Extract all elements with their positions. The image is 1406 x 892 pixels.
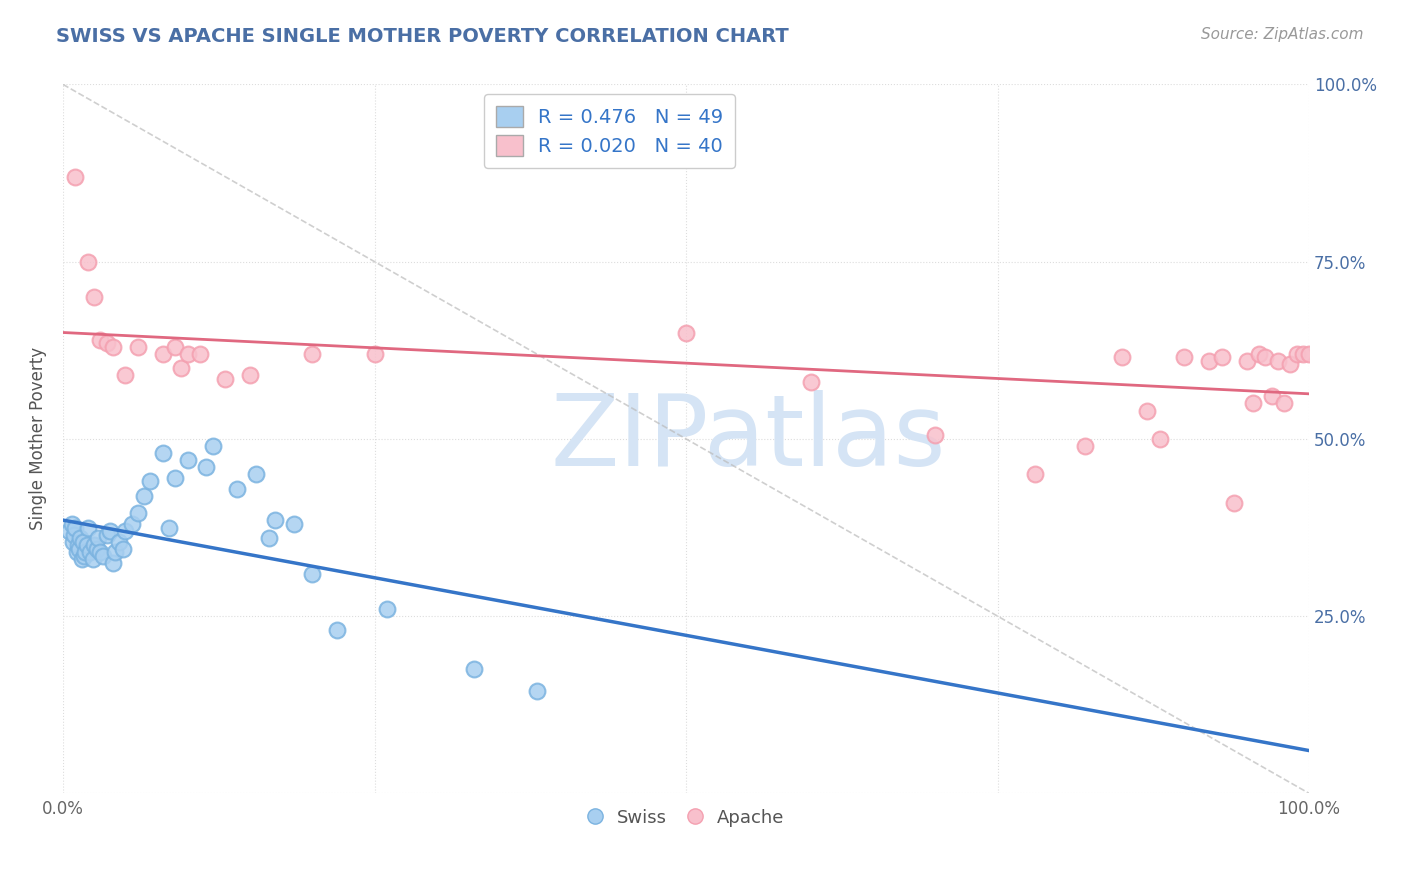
Point: [363, 347, 385, 361]
Point: [69, 531, 91, 545]
Point: [77, 254, 100, 268]
Text: Source: ZipAtlas.com: Source: ZipAtlas.com: [1201, 27, 1364, 42]
Point: [114, 368, 136, 383]
Legend: Swiss, Apache: Swiss, Apache: [581, 802, 792, 834]
Point: [60, 516, 83, 531]
Point: [96, 527, 118, 541]
Point: [139, 475, 162, 489]
Point: [1223, 496, 1246, 510]
Point: [239, 368, 262, 383]
Point: [72, 534, 94, 549]
Point: [108, 534, 131, 549]
Point: [526, 683, 548, 698]
Text: SWISS VS APACHE SINGLE MOTHER POVERTY CORRELATION CHART: SWISS VS APACHE SINGLE MOTHER POVERTY CO…: [56, 27, 789, 45]
Point: [1292, 347, 1315, 361]
Point: [83, 290, 105, 304]
Point: [152, 446, 174, 460]
Text: ZIPatlas: ZIPatlas: [551, 391, 946, 487]
Point: [1211, 351, 1233, 365]
Point: [326, 624, 349, 638]
Point: [301, 566, 323, 581]
Point: [165, 471, 187, 485]
Point: [675, 326, 697, 340]
Point: [1149, 432, 1171, 446]
Point: [62, 534, 84, 549]
Point: [70, 552, 93, 566]
Point: [89, 333, 111, 347]
Point: [121, 516, 143, 531]
Point: [87, 531, 110, 545]
Point: [924, 428, 946, 442]
Point: [1285, 347, 1308, 361]
Point: [214, 371, 236, 385]
Point: [114, 524, 136, 538]
Point: [800, 375, 823, 389]
Point: [65, 520, 87, 534]
Point: [195, 460, 218, 475]
Point: [96, 336, 118, 351]
Point: [1272, 396, 1295, 410]
Point: [101, 340, 124, 354]
Point: [201, 439, 224, 453]
Point: [1136, 403, 1159, 417]
Point: [263, 513, 285, 527]
Point: [157, 520, 180, 534]
Point: [1249, 347, 1271, 361]
Point: [1241, 396, 1264, 410]
Y-axis label: Single Mother Poverty: Single Mother Poverty: [30, 347, 46, 531]
Point: [1173, 351, 1195, 365]
Point: [82, 552, 104, 566]
Point: [89, 545, 111, 559]
Point: [63, 527, 86, 541]
Point: [101, 556, 124, 570]
Point: [1298, 347, 1320, 361]
Point: [127, 340, 149, 354]
Point: [73, 549, 96, 563]
Point: [170, 361, 193, 376]
Point: [67, 541, 90, 556]
Point: [1024, 467, 1046, 482]
Point: [111, 541, 134, 556]
Point: [76, 538, 98, 552]
Point: [1267, 354, 1289, 368]
Point: [1074, 439, 1097, 453]
Point: [100, 524, 122, 538]
Point: [375, 602, 398, 616]
Point: [1260, 389, 1282, 403]
Point: [65, 169, 87, 184]
Point: [91, 549, 114, 563]
Point: [301, 347, 323, 361]
Point: [165, 340, 187, 354]
Point: [176, 453, 198, 467]
Point: [77, 520, 100, 534]
Point: [257, 531, 280, 545]
Point: [132, 489, 155, 503]
Point: [58, 524, 80, 538]
Point: [75, 545, 97, 559]
Point: [283, 516, 305, 531]
Point: [188, 347, 211, 361]
Point: [152, 347, 174, 361]
Point: [104, 545, 127, 559]
Point: [1236, 354, 1258, 368]
Point: [66, 545, 89, 559]
Point: [127, 506, 149, 520]
Point: [1111, 351, 1133, 365]
Point: [66, 538, 89, 552]
Point: [1254, 351, 1277, 365]
Point: [245, 467, 267, 482]
Point: [86, 541, 108, 556]
Point: [1198, 354, 1220, 368]
Point: [79, 545, 101, 559]
Point: [226, 482, 249, 496]
Point: [1279, 358, 1302, 372]
Point: [463, 662, 485, 676]
Point: [83, 538, 105, 552]
Point: [176, 347, 198, 361]
